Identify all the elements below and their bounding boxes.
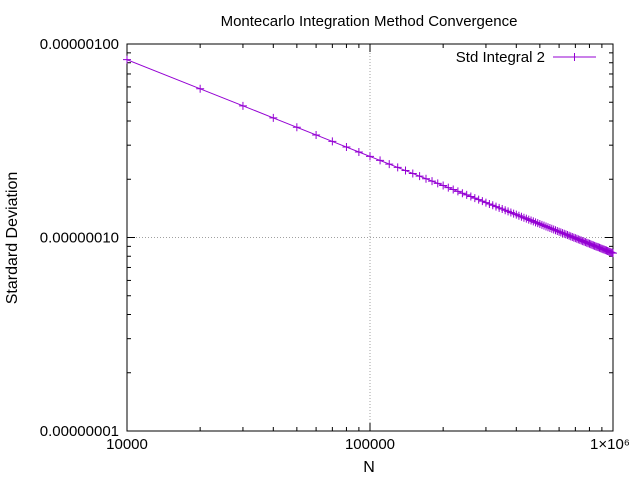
data-point (542, 222, 550, 231)
data-point (547, 224, 556, 233)
y-tick-label: 0.00000100 (40, 36, 119, 53)
data-point (449, 185, 458, 194)
data-point (551, 226, 560, 235)
x-tick-label: 1×10⁶ (590, 436, 630, 453)
data-point (563, 231, 572, 240)
grid-lines (127, 44, 613, 431)
data-point (453, 187, 462, 196)
axis-ticks (126, 43, 614, 432)
data-point (292, 123, 301, 132)
data-point (560, 229, 569, 238)
x-tick-label: 10000 (106, 436, 148, 453)
data-point (474, 195, 483, 204)
tick-labels: 10000 100000 1×10⁶ 0.00000001 0.00000010 0.00… (40, 36, 630, 453)
data-point (555, 227, 564, 236)
data-point (545, 224, 554, 233)
data-point (328, 137, 337, 146)
data-point (533, 219, 542, 228)
data-point (393, 163, 402, 172)
data-point (238, 101, 247, 110)
data-point (269, 113, 278, 122)
data-point (485, 199, 494, 208)
data-point (558, 229, 567, 238)
data-point (458, 189, 467, 198)
data-point (439, 181, 448, 190)
legend-marker (570, 53, 579, 61)
data-point (535, 220, 544, 229)
data-point (462, 190, 471, 199)
data-point (401, 166, 410, 175)
data-point (376, 156, 385, 165)
data-point (444, 183, 453, 192)
data-point (539, 221, 548, 230)
data-point (433, 179, 442, 188)
chart-title: Montecarlo Integration Method Convergenc… (221, 13, 518, 30)
series-layer (123, 55, 617, 258)
data-point (537, 220, 546, 229)
plot-frame (126, 43, 614, 432)
y-tick-label: 0.00000001 (40, 423, 119, 440)
data-point (478, 197, 487, 206)
data-point (561, 230, 570, 239)
data-point (312, 130, 321, 139)
y-tick-label: 0.00000010 (40, 230, 119, 247)
y-axis-label: Stardard Deviation (4, 172, 21, 305)
data-point (609, 249, 617, 258)
data-point (543, 223, 552, 232)
data-point (385, 160, 394, 169)
data-point (428, 177, 437, 186)
data-point (366, 152, 374, 161)
data-point (549, 225, 558, 234)
data-point (488, 201, 497, 210)
x-tick-label: 100000 (345, 436, 395, 453)
data-point (196, 84, 205, 93)
legend: Std Integral 2 (456, 49, 596, 66)
data-point (466, 192, 475, 201)
data-point (354, 147, 363, 156)
legend-label: Std Integral 2 (456, 49, 545, 66)
data-point (556, 228, 565, 237)
data-point (123, 55, 131, 64)
data-point (553, 226, 562, 235)
data-point (415, 172, 424, 181)
data-point (481, 198, 490, 207)
x-axis-label: N (363, 459, 375, 476)
data-point (342, 143, 351, 152)
data-point (422, 174, 430, 183)
data-point (408, 169, 417, 178)
data-point (470, 194, 479, 203)
